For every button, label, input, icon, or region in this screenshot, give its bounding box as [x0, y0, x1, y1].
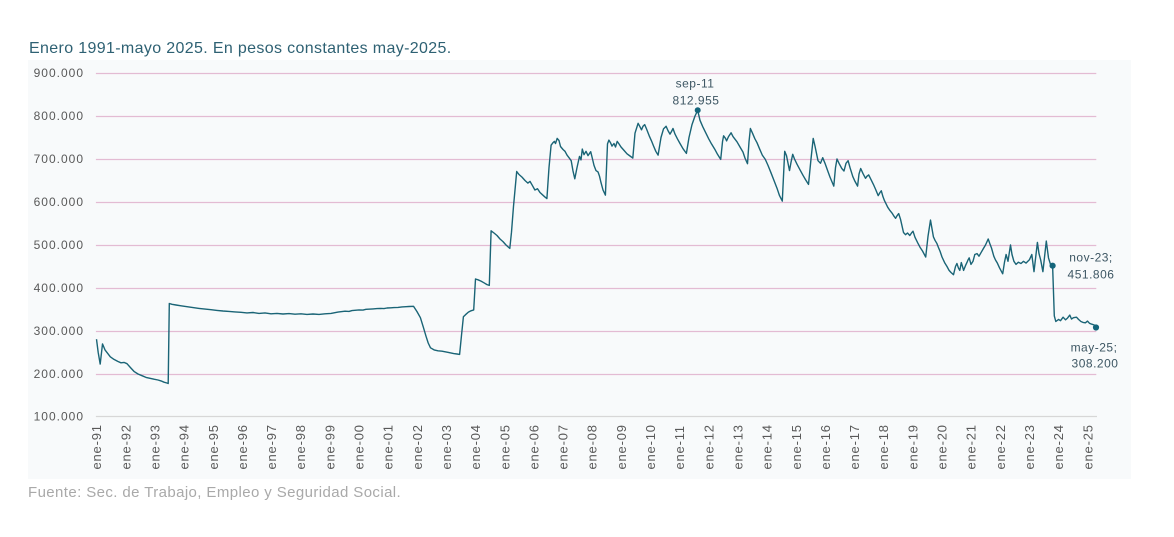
svg-text:ene-98: ene-98	[293, 424, 308, 469]
svg-text:ene-23: ene-23	[1022, 424, 1037, 469]
svg-text:ene-18: ene-18	[876, 424, 891, 469]
svg-text:ene-25: ene-25	[1080, 424, 1095, 469]
svg-text:nov-23;: nov-23;	[1069, 251, 1113, 265]
svg-text:ene-97: ene-97	[264, 424, 279, 469]
svg-text:sep-11: sep-11	[676, 77, 715, 91]
svg-text:ene-05: ene-05	[497, 424, 512, 469]
svg-text:ene-04: ene-04	[468, 424, 483, 469]
svg-text:may-25;: may-25;	[1071, 341, 1118, 355]
svg-text:500.000: 500.000	[34, 238, 84, 252]
svg-text:700.000: 700.000	[34, 152, 84, 166]
svg-text:ene-22: ene-22	[993, 424, 1008, 469]
svg-text:812.955: 812.955	[673, 94, 720, 108]
svg-text:ene-02: ene-02	[410, 424, 425, 469]
svg-text:300.000: 300.000	[34, 324, 84, 338]
svg-text:ene-96: ene-96	[235, 424, 250, 469]
svg-text:ene-21: ene-21	[964, 424, 979, 469]
svg-text:ene-09: ene-09	[614, 424, 629, 469]
svg-text:ene-16: ene-16	[818, 424, 833, 469]
svg-text:ene-94: ene-94	[177, 424, 192, 469]
svg-text:308.200: 308.200	[1072, 357, 1119, 371]
svg-text:400.000: 400.000	[34, 281, 84, 295]
svg-text:ene-11: ene-11	[672, 425, 687, 469]
svg-text:ene-10: ene-10	[643, 424, 658, 469]
svg-text:ene-07: ene-07	[556, 424, 571, 469]
svg-text:ene-19: ene-19	[905, 424, 920, 469]
svg-text:ene-20: ene-20	[935, 424, 950, 469]
svg-text:ene-03: ene-03	[439, 424, 454, 469]
svg-text:ene-93: ene-93	[148, 424, 163, 469]
svg-text:ene-17: ene-17	[847, 424, 862, 469]
svg-text:ene-95: ene-95	[206, 424, 221, 469]
svg-text:ene-06: ene-06	[526, 424, 541, 469]
svg-text:ene-01: ene-01	[381, 424, 396, 469]
svg-text:ene-13: ene-13	[731, 424, 746, 469]
svg-text:600.000: 600.000	[34, 195, 84, 209]
svg-text:900.000: 900.000	[34, 66, 84, 80]
svg-text:ene-08: ene-08	[585, 424, 600, 469]
svg-text:ene-00: ene-00	[352, 424, 367, 469]
svg-text:ene-12: ene-12	[701, 424, 716, 469]
svg-text:ene-15: ene-15	[789, 424, 804, 469]
svg-text:451.806: 451.806	[1068, 268, 1115, 282]
svg-text:ene-14: ene-14	[760, 424, 775, 469]
svg-text:100.000: 100.000	[34, 410, 84, 424]
svg-text:ene-24: ene-24	[1051, 424, 1066, 469]
svg-text:200.000: 200.000	[34, 367, 84, 381]
svg-text:ene-92: ene-92	[118, 424, 133, 469]
svg-text:ene-91: ene-91	[89, 424, 104, 469]
svg-text:800.000: 800.000	[34, 109, 84, 123]
svg-text:ene-99: ene-99	[322, 424, 337, 469]
